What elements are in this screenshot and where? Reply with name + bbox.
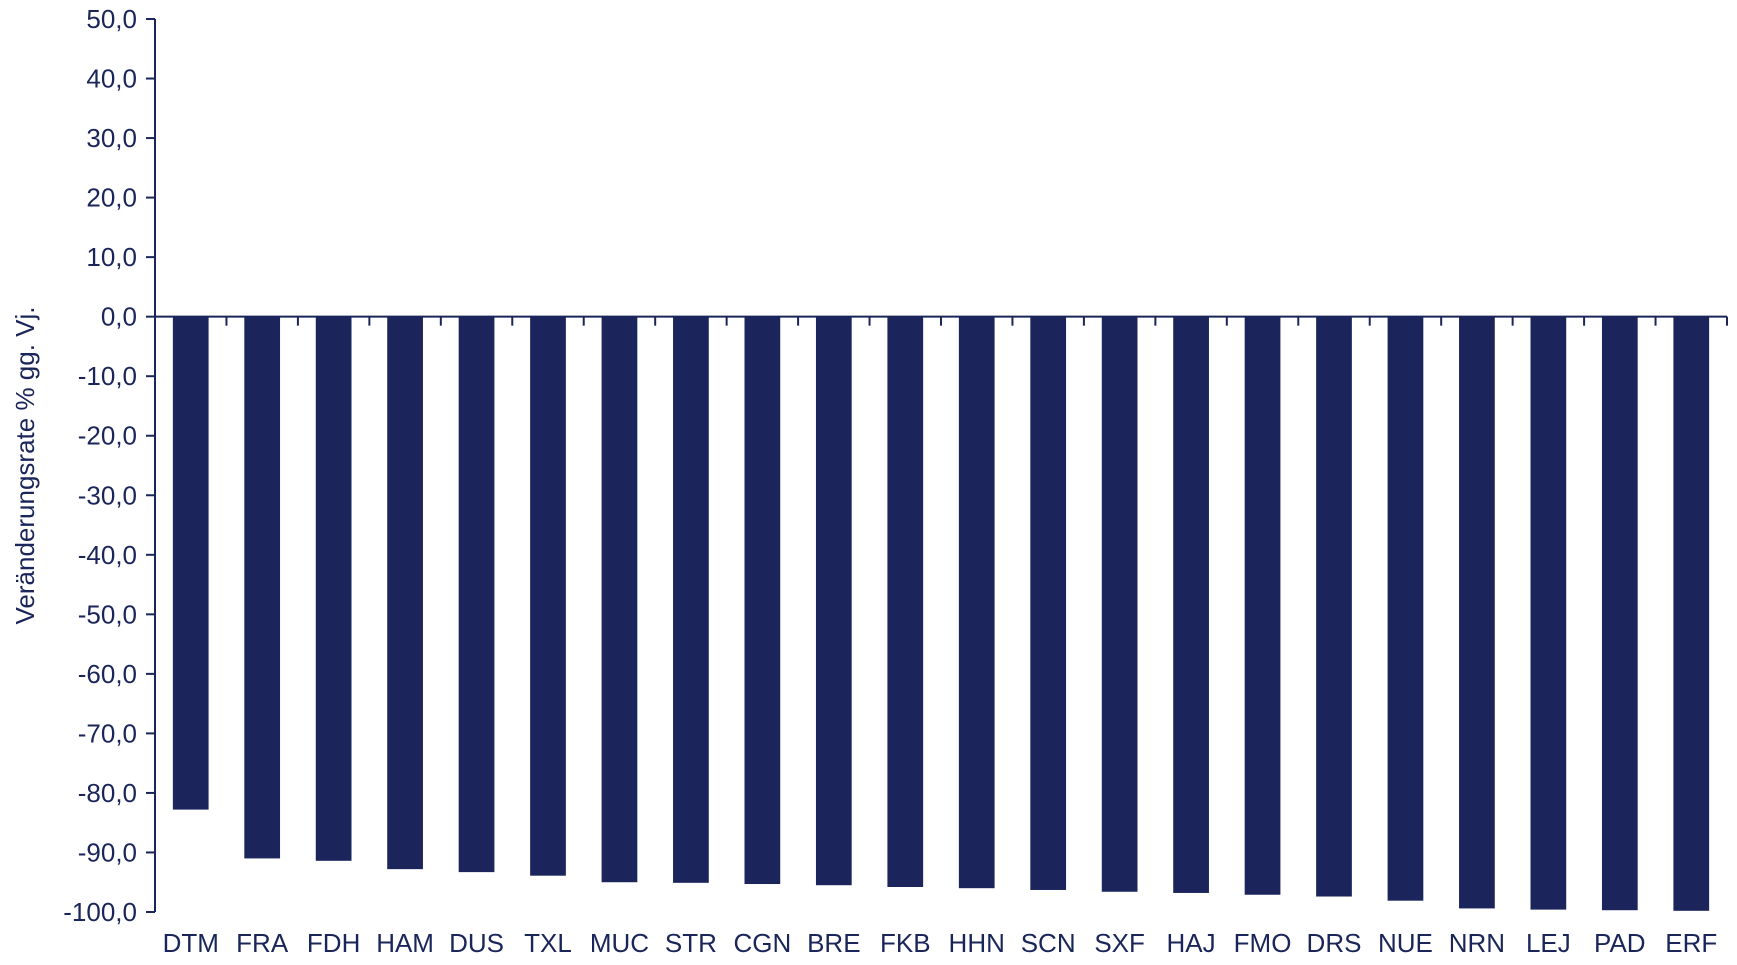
bar-fmo <box>1244 316 1281 895</box>
x-category-label: SCN <box>1021 928 1076 958</box>
x-category-label: DRS <box>1307 928 1362 958</box>
y-tick-label: -20,0 <box>78 421 137 451</box>
x-category-label: HAJ <box>1167 928 1216 958</box>
x-category-label: ERF <box>1665 928 1717 958</box>
bar-hhn <box>958 316 995 889</box>
bar-txl <box>530 316 566 876</box>
bar-pad <box>1601 316 1638 911</box>
x-category-label: FRA <box>236 928 289 958</box>
bar-scn <box>1030 316 1067 890</box>
bar-fkb <box>887 316 924 887</box>
y-tick-label: 30,0 <box>86 123 137 153</box>
x-category-label: MUC <box>590 928 649 958</box>
x-category-label: DTM <box>163 928 219 958</box>
y-tick-label: -10,0 <box>78 361 137 391</box>
y-tick-label: -30,0 <box>78 480 137 510</box>
bar-fdh <box>315 316 352 861</box>
bar-haj <box>1173 316 1209 893</box>
y-tick-label: -40,0 <box>78 540 137 570</box>
x-category-label: TXL <box>524 928 572 958</box>
x-category-label: STR <box>665 928 717 958</box>
bar-erf <box>1673 316 1710 911</box>
y-tick-label: 10,0 <box>86 242 137 272</box>
bar-dus <box>458 316 495 873</box>
bar-drs <box>1316 316 1352 897</box>
y-tick-label: 0,0 <box>101 302 137 332</box>
y-tick-label: -80,0 <box>78 778 137 808</box>
x-axis: DTM FRA FDH HAM DUS TXL MUC STR CGN BRE FKB HHN SCN S… <box>155 315 1728 958</box>
x-category-label: CGN <box>733 928 791 958</box>
y-axis-title: Veränderungsrate % gg. Vj. <box>10 307 40 625</box>
bar-muc <box>601 316 638 883</box>
bar-fra <box>244 316 281 859</box>
x-category-label: FKB <box>880 928 931 958</box>
bar-ham <box>387 316 423 870</box>
bar-nrn <box>1459 316 1495 909</box>
y-axis: 50,0 40,0 30,0 20,0 10,0 0,0 -10,0 -20,0 -30,0 -4… <box>63 4 156 927</box>
x-category-label: DUS <box>449 928 504 958</box>
bar-dtm <box>172 316 209 810</box>
y-tick-label: -70,0 <box>78 718 137 748</box>
x-category-label: NUE <box>1378 928 1433 958</box>
bar-str <box>673 316 709 883</box>
y-tick-label: -100,0 <box>63 897 137 927</box>
y-tick-label: -50,0 <box>78 599 137 629</box>
bars <box>172 316 1710 911</box>
y-tick-label: -60,0 <box>78 659 137 689</box>
y-tick-label: 20,0 <box>86 183 137 213</box>
x-category-label: HHN <box>949 928 1005 958</box>
bar-nue <box>1387 316 1424 901</box>
x-category-label: HAM <box>376 928 434 958</box>
x-category-label: SXF <box>1094 928 1145 958</box>
x-category-label: FMO <box>1234 928 1292 958</box>
x-category-label: LEJ <box>1526 928 1571 958</box>
x-category-label: PAD <box>1594 928 1646 958</box>
bar-cgn <box>744 316 781 885</box>
y-tick-label: 40,0 <box>86 64 137 94</box>
x-category-label: BRE <box>807 928 860 958</box>
x-category-label: NRN <box>1449 928 1505 958</box>
bar-sxf <box>1101 316 1138 892</box>
x-category-label: FDH <box>307 928 360 958</box>
bar-lej <box>1530 316 1567 910</box>
bar-bre <box>815 316 852 886</box>
y-tick-label: -90,0 <box>78 837 137 867</box>
y-tick-label: 50,0 <box>86 4 137 34</box>
